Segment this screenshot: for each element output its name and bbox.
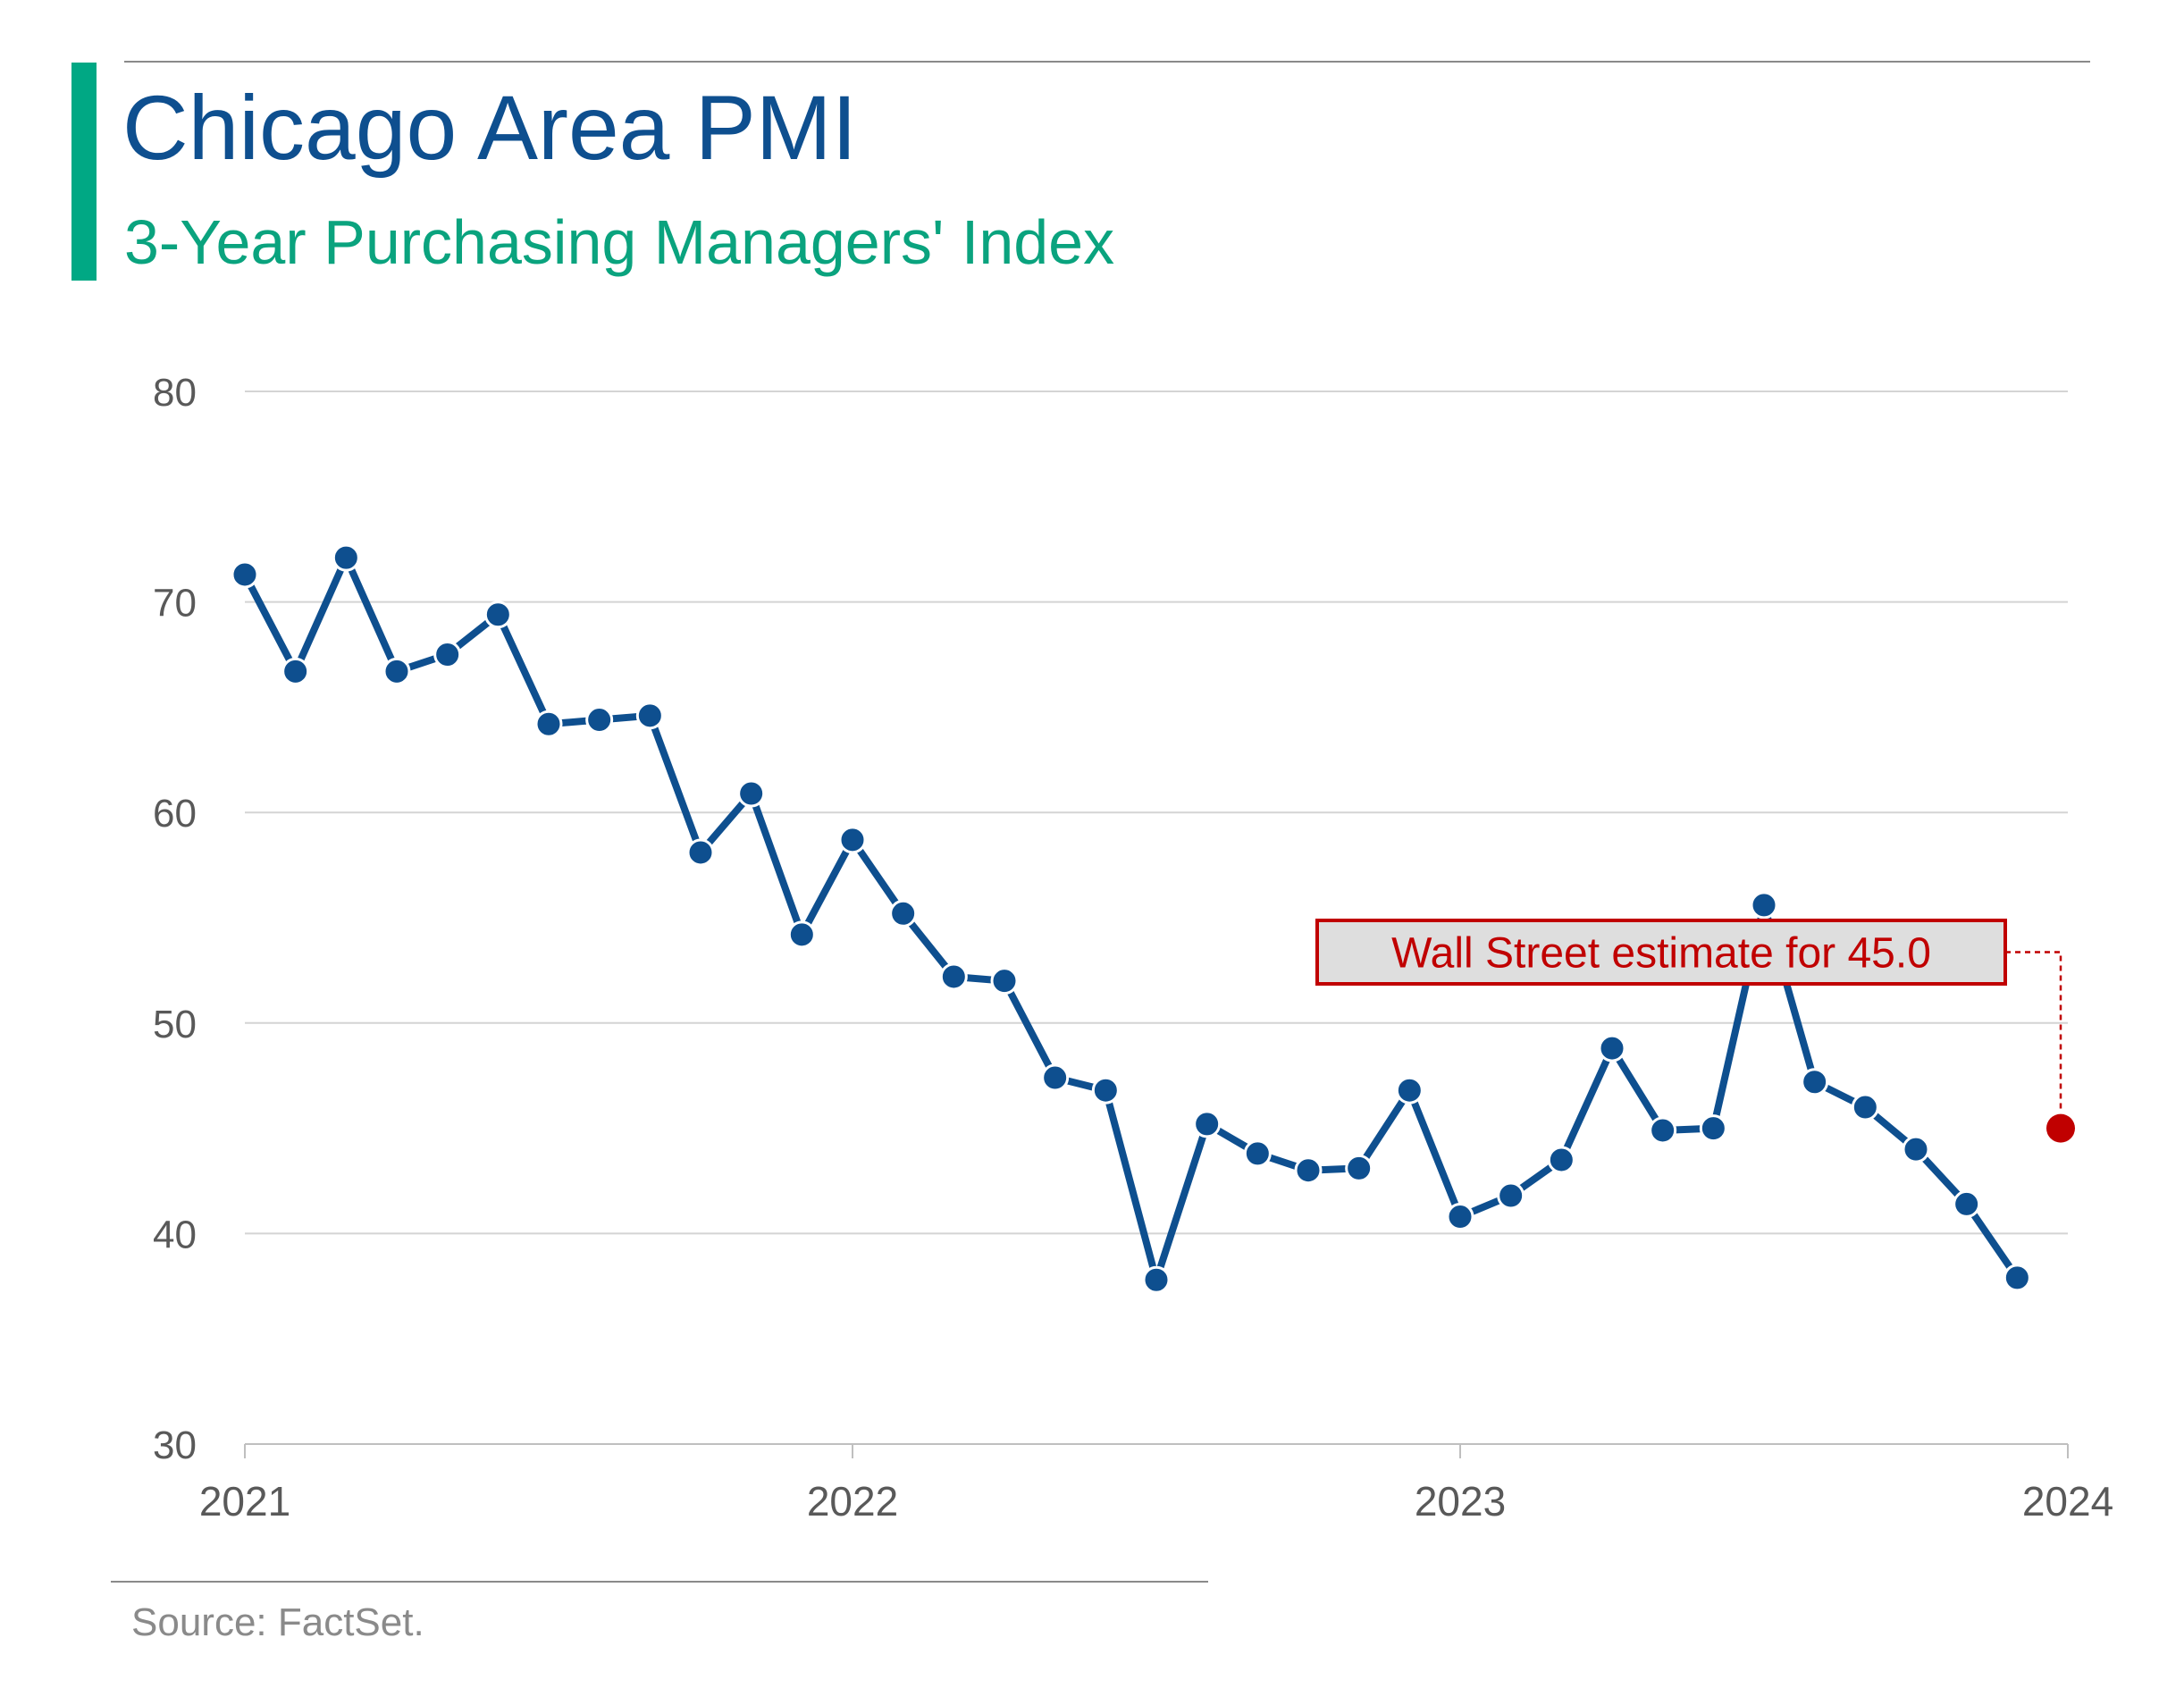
data-point-2021-09 bbox=[635, 701, 664, 730]
data-point-2021-12 bbox=[787, 920, 816, 949]
data-point-2021-04 bbox=[382, 657, 411, 685]
x-tick-label-2021: 2021 bbox=[199, 1478, 290, 1524]
data-point-2021-03 bbox=[332, 543, 360, 572]
y-tick-label-40: 40 bbox=[153, 1213, 197, 1256]
data-point-2023-01 bbox=[1446, 1203, 1474, 1231]
data-point-2021-10 bbox=[686, 838, 715, 867]
data-point-2022-03 bbox=[939, 962, 968, 991]
data-point-2023-05 bbox=[1649, 1116, 1677, 1145]
data-point-2021-05 bbox=[433, 641, 462, 668]
data-point-2023-07 bbox=[1750, 891, 1778, 920]
top-rule bbox=[124, 61, 2090, 63]
data-point-2023-04 bbox=[1598, 1034, 1626, 1062]
data-point-2023-10 bbox=[1902, 1135, 1930, 1163]
data-point-2022-09 bbox=[1243, 1139, 1272, 1168]
data-point-2023-09 bbox=[1851, 1093, 1879, 1121]
data-point-2021-02 bbox=[281, 657, 310, 685]
footer-rule bbox=[111, 1581, 1208, 1583]
y-tick-label-50: 50 bbox=[153, 1003, 197, 1046]
estimate-leader-line bbox=[2005, 951, 2062, 1113]
y-axis-tick-labels: 30 40 50 60 70 80 bbox=[153, 371, 197, 1467]
estimate-point bbox=[2046, 1113, 2075, 1143]
y-tick-label-70: 70 bbox=[153, 582, 197, 626]
data-point-2023-08 bbox=[1801, 1068, 1829, 1096]
data-point-2023-02 bbox=[1497, 1181, 1525, 1210]
data-point-2021-11 bbox=[737, 779, 766, 808]
gridlines bbox=[245, 391, 2068, 1235]
data-point-2022-12 bbox=[1395, 1076, 1424, 1104]
data-point-2022-06 bbox=[1091, 1076, 1120, 1104]
data-point-2022-11 bbox=[1345, 1154, 1373, 1182]
y-tick-label-30: 30 bbox=[153, 1424, 197, 1467]
data-point-2023-11 bbox=[1953, 1189, 1981, 1218]
data-point-2021-08 bbox=[585, 706, 614, 735]
data-point-2023-03 bbox=[1547, 1146, 1575, 1174]
data-point-2021-07 bbox=[534, 710, 563, 738]
pmi-line bbox=[241, 554, 2021, 1284]
estimate-label: Wall Street estimate for 45.0 bbox=[1391, 930, 1931, 978]
estimate-label-box bbox=[1315, 919, 2007, 986]
data-point-2022-05 bbox=[1041, 1063, 1070, 1092]
data-point-2022-02 bbox=[889, 899, 918, 928]
title-accent-bar bbox=[71, 63, 97, 281]
data-point-2021-01 bbox=[231, 560, 259, 589]
chart-subtitle: 3-Year Purchasing Managers' Index bbox=[124, 207, 1115, 277]
data-point-2023-12 bbox=[2003, 1264, 2031, 1292]
data-point-2022-07 bbox=[1142, 1265, 1171, 1294]
data-point-2022-01 bbox=[838, 826, 867, 854]
pmi-series bbox=[231, 543, 2031, 1294]
chart-title: Chicago Area PMI bbox=[122, 77, 858, 179]
x-tick-label-2023: 2023 bbox=[1415, 1478, 1506, 1524]
y-tick-label-80: 80 bbox=[153, 371, 197, 415]
data-point-2023-06 bbox=[1699, 1114, 1727, 1143]
data-point-2022-10 bbox=[1294, 1156, 1323, 1185]
data-point-2022-04 bbox=[990, 967, 1019, 995]
x-tick-label-2024: 2024 bbox=[2022, 1478, 2113, 1524]
y-tick-label-60: 60 bbox=[153, 792, 197, 836]
x-axis: 2021 2022 2023 2024 bbox=[199, 1443, 2113, 1524]
estimate-annotation: Wall Street estimate for 45.0 bbox=[1315, 919, 2075, 1143]
data-point-2022-08 bbox=[1193, 1110, 1222, 1138]
source-note: Source: FactSet. bbox=[131, 1600, 424, 1644]
data-point-2021-06 bbox=[483, 601, 512, 629]
x-tick-label-2022: 2022 bbox=[807, 1478, 898, 1524]
